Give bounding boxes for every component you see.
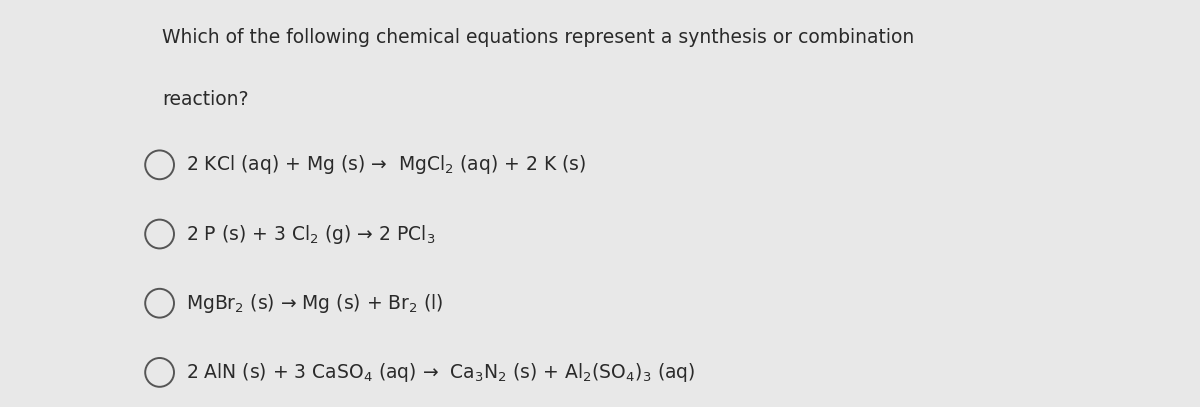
Text: Which of the following chemical equations represent a synthesis or combination: Which of the following chemical equation…: [162, 28, 914, 48]
Text: 2 P (s) + 3 Cl$_2$ (g) → 2 PCl$_3$: 2 P (s) + 3 Cl$_2$ (g) → 2 PCl$_3$: [186, 223, 436, 245]
Text: 2 KCl (aq) + Mg (s) →  MgCl$_2$ (aq) + 2 K (s): 2 KCl (aq) + Mg (s) → MgCl$_2$ (aq) + 2 …: [186, 153, 586, 176]
Text: 2 AlN (s) + 3 CaSO$_4$ (aq) →  Ca$_3$N$_2$ (s) + Al$_2$(SO$_4$)$_3$ (aq): 2 AlN (s) + 3 CaSO$_4$ (aq) → Ca$_3$N$_2…: [186, 361, 696, 384]
Text: MgBr$_2$ (s) → Mg (s) + Br$_2$ (l): MgBr$_2$ (s) → Mg (s) + Br$_2$ (l): [186, 292, 444, 315]
Text: reaction?: reaction?: [162, 90, 248, 109]
